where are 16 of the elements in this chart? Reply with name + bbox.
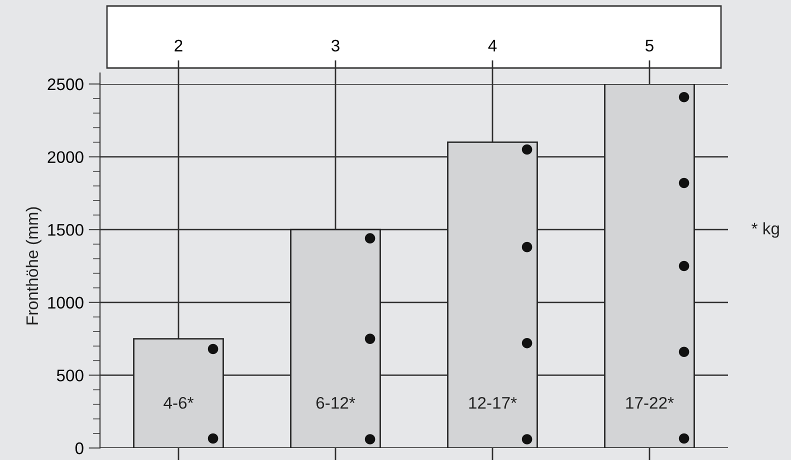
x-tick-label: 3: [332, 40, 340, 52]
text: * kg: [752, 222, 779, 238]
annotation: 6-12*: [316, 396, 356, 409]
y-tick-label: 0: [75, 442, 84, 454]
y-tick-label: 2500: [48, 78, 84, 90]
annotation: 12-17*: [469, 396, 517, 409]
y-tick-label: 2000: [48, 151, 84, 164]
y-tick-label: 1500: [48, 224, 84, 236]
x-tick-label: 4: [488, 40, 497, 52]
y-tick-label: 500: [56, 370, 84, 382]
annotation: 4-6*: [164, 396, 194, 409]
x-tick-label: 2: [174, 40, 182, 52]
x-tick-label: 5: [646, 40, 654, 52]
y-tick-label: 1000: [48, 296, 84, 309]
annotation: 17-22*: [626, 396, 674, 409]
y-axis-title: Fronthöhe (mm): [26, 207, 42, 324]
